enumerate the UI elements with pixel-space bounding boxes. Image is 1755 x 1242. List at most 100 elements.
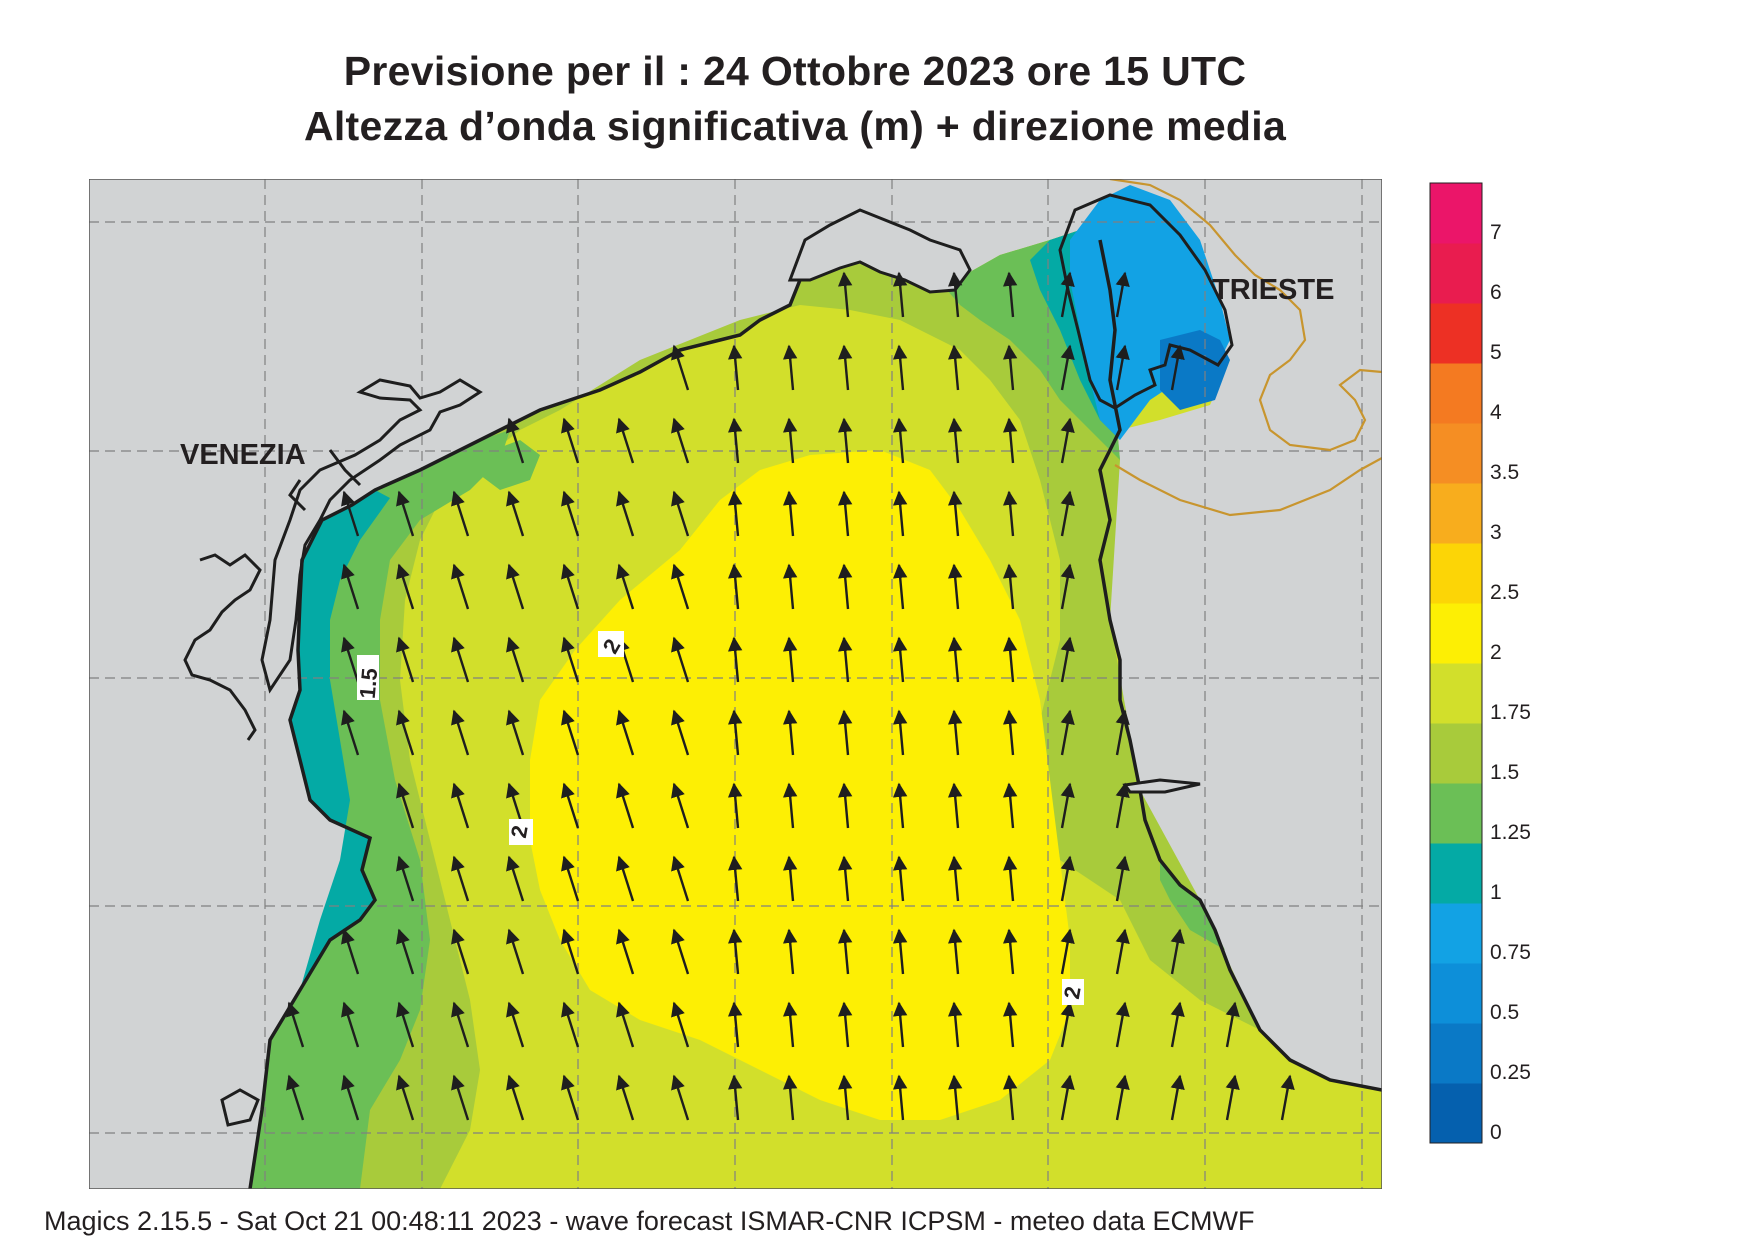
- wave-direction-arrow: [893, 563, 908, 610]
- wave-direction-arrow: [561, 855, 580, 902]
- wave-direction-arrow: [341, 563, 360, 610]
- national-border: [1109, 179, 1382, 517]
- legend-tick-label: 4: [1490, 401, 1502, 424]
- contour-label-1.5: 1.5: [355, 655, 382, 700]
- wave-direction-arrow: [1003, 709, 1018, 756]
- band-2.0: [530, 450, 1070, 1120]
- legend-tick-label: 6: [1490, 281, 1502, 304]
- wave-direction-arrow: [396, 490, 415, 537]
- wave-direction-arrow: [1060, 782, 1075, 829]
- wave-direction-arrow: [1170, 928, 1185, 975]
- trieste-coast: [1058, 193, 1234, 410]
- wave-direction-arrow: [396, 1074, 415, 1121]
- wave-direction-arrow: [451, 855, 470, 902]
- wave-direction-arrow: [451, 636, 470, 683]
- wave-direction-arrow: [1060, 563, 1075, 610]
- wave-direction-arrow: [728, 782, 743, 829]
- istrian-coastline: [1098, 239, 1382, 1092]
- legend-tick-label: 0: [1490, 1121, 1502, 1144]
- wave-direction-arrow: [1003, 490, 1018, 537]
- wave-direction-arrow: [1115, 855, 1130, 902]
- wave-direction-arrow: [1115, 709, 1130, 756]
- wave-direction-arrow: [783, 709, 798, 756]
- wave-direction-arrow: [728, 1001, 743, 1048]
- wave-direction-arrow: [783, 417, 798, 464]
- wave-direction-arrow: [341, 1074, 360, 1121]
- wave-direction-arrow: [948, 344, 963, 391]
- wave-direction-arrow: [671, 855, 690, 902]
- wave-direction-arrow: [1170, 1001, 1185, 1048]
- wave-direction-arrow: [948, 417, 963, 464]
- wave-direction-arrow: [451, 782, 470, 829]
- wave-direction-arrow: [671, 563, 690, 610]
- wave-direction-arrow: [561, 782, 580, 829]
- wave-direction-arrow: [396, 636, 415, 683]
- legend-swatch: [1430, 963, 1482, 1024]
- wave-direction-arrow: [396, 928, 415, 975]
- wave-direction-arrow: [1225, 1074, 1240, 1121]
- legend-tick-label: 0.25: [1490, 1061, 1531, 1084]
- wave-direction-arrow: [1003, 344, 1018, 391]
- wave-direction-arrow: [728, 928, 743, 975]
- wave-direction-arrow: [948, 709, 963, 756]
- wave-direction-arrow: [396, 1001, 415, 1048]
- wave-direction-arrow: [948, 636, 963, 683]
- wave-direction-arrow: [893, 782, 908, 829]
- wave-direction-arrow: [341, 709, 360, 756]
- legend-tick-label: 5: [1490, 341, 1502, 364]
- wave-direction-arrow: [616, 490, 635, 537]
- wave-direction-arrow: [728, 490, 743, 537]
- wave-direction-arrow: [1115, 344, 1130, 391]
- legend-tick-label: 1.75: [1490, 701, 1531, 724]
- wave-direction-arrow: [893, 928, 908, 975]
- wave-direction-arrow: [1060, 1074, 1075, 1121]
- wave-direction-arrow: [948, 928, 963, 975]
- color-legend: 0 0.25 0.5 0.75 1 1.25 1.5 1.75 2 2.5 3 3.5 4 5 6 7: [1429, 182, 1531, 1144]
- wave-direction-arrow: [838, 636, 853, 683]
- wave-direction-arrow: [783, 1074, 798, 1121]
- wave-direction-arrow: [838, 563, 853, 610]
- map-title-line1: Previsione per il : 24 Ottobre 2023 ore …: [343, 48, 1247, 94]
- wave-direction-arrow: [728, 563, 743, 610]
- legend-swatch: [1430, 543, 1482, 604]
- contour-label-2-b: 2: [506, 819, 533, 845]
- wave-direction-arrow: [1003, 855, 1018, 902]
- wave-direction-arrow: [451, 928, 470, 975]
- wave-direction-arrow: [506, 1001, 525, 1048]
- wave-direction-arrow: [948, 782, 963, 829]
- wave-direction-arrow: [451, 563, 470, 610]
- svg-text:2: 2: [506, 824, 533, 840]
- wave-direction-arrow: [616, 1074, 635, 1121]
- wave-direction-arrow: [451, 1074, 470, 1121]
- wave-direction-arrow: [341, 928, 360, 975]
- band-1.25-spot: [480, 440, 540, 490]
- wave-direction-arrow: [948, 563, 963, 610]
- map-title-line2: Altezza d’onda significativa (m) + direz…: [303, 103, 1287, 149]
- wave-direction-arrow: [1170, 1074, 1185, 1121]
- wave-direction-arrow: [893, 855, 908, 902]
- wave-direction-arrow: [1225, 1001, 1240, 1048]
- wave-direction-arrow: [893, 1001, 908, 1048]
- wave-direction-arrow: [561, 490, 580, 537]
- wave-direction-arrow: [1060, 1001, 1075, 1048]
- wave-direction-arrow: [728, 709, 743, 756]
- legend-swatch: [1430, 1083, 1482, 1144]
- legend-swatch: [1430, 603, 1482, 664]
- wave-direction-arrow: [893, 417, 908, 464]
- wave-direction-arrow: [838, 1001, 853, 1048]
- wave-direction-arrow: [1003, 782, 1018, 829]
- wave-direction-arrow: [783, 344, 798, 391]
- wave-direction-arrow: [396, 855, 415, 902]
- legend-tick-label: 1: [1490, 881, 1502, 904]
- band-1.0: [290, 490, 390, 990]
- wave-direction-arrow: [561, 1001, 580, 1048]
- wave-direction-arrow: [451, 490, 470, 537]
- contour-label-2-c: 2: [1059, 979, 1086, 1005]
- legend-swatch: [1430, 423, 1482, 484]
- wave-direction-arrow: [838, 709, 853, 756]
- wave-direction-arrow: [451, 1001, 470, 1048]
- legend-swatch: [1430, 663, 1482, 724]
- wave-direction-arrow: [671, 344, 690, 391]
- wave-direction-arrow: [1003, 1074, 1018, 1121]
- wave-direction-arrow: [838, 271, 853, 318]
